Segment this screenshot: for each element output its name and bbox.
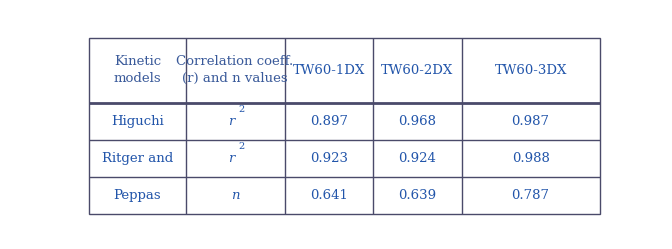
Text: r: r: [228, 152, 234, 165]
Text: TW60-1DX: TW60-1DX: [292, 64, 365, 77]
Text: 0.924: 0.924: [398, 152, 436, 165]
Text: TW60-3DX: TW60-3DX: [495, 64, 566, 77]
Text: 2: 2: [238, 142, 245, 151]
Text: 0.987: 0.987: [511, 115, 550, 128]
Text: r: r: [228, 115, 234, 128]
Text: Ritger and: Ritger and: [101, 152, 173, 165]
Text: TW60-2DX: TW60-2DX: [381, 64, 454, 77]
Text: Peppas: Peppas: [114, 189, 161, 202]
Text: 0.641: 0.641: [310, 189, 347, 202]
Text: 0.988: 0.988: [511, 152, 550, 165]
Text: 0.897: 0.897: [310, 115, 348, 128]
Text: 0.787: 0.787: [511, 189, 550, 202]
Text: 0.639: 0.639: [398, 189, 436, 202]
Text: n: n: [230, 189, 239, 202]
Text: 2: 2: [238, 105, 245, 114]
Text: 0.923: 0.923: [310, 152, 348, 165]
Text: Correlation coeff.
(r) and n values: Correlation coeff. (r) and n values: [177, 55, 294, 85]
Text: Kinetic
models: Kinetic models: [114, 55, 161, 85]
Text: Higuchi: Higuchi: [111, 115, 164, 128]
Text: 0.968: 0.968: [398, 115, 436, 128]
